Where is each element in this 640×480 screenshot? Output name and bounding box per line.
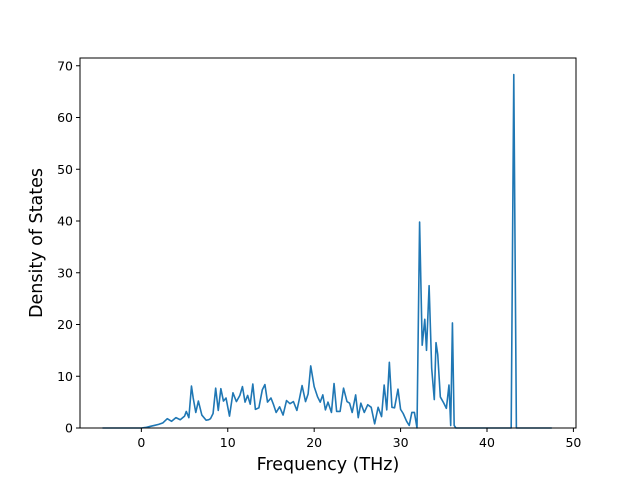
axes-frame bbox=[79, 57, 577, 429]
y-tick-label: 40 bbox=[57, 214, 73, 229]
x-axis-label: Frequency (THz) bbox=[257, 455, 400, 475]
x-tick-label: 20 bbox=[306, 435, 322, 450]
y-tick-label: 0 bbox=[65, 421, 73, 436]
y-tick-label: 20 bbox=[57, 317, 73, 332]
y-tick-label: 70 bbox=[57, 58, 73, 73]
axis-ticks: 0 10 20 30 40 50 0 10 20 30 40 50 60 70 bbox=[57, 58, 581, 450]
y-tick-label: 30 bbox=[57, 265, 73, 280]
y-tick-label: 50 bbox=[57, 162, 73, 177]
x-tick-label: 30 bbox=[393, 435, 409, 450]
y-tick-label: 60 bbox=[57, 110, 73, 125]
x-tick-label: 0 bbox=[137, 435, 145, 450]
dos-series-line bbox=[102, 73, 552, 429]
x-tick-label: 10 bbox=[220, 435, 236, 450]
y-axis-label: Density of States bbox=[27, 168, 47, 318]
x-tick-label: 50 bbox=[565, 435, 581, 450]
x-tick-label: 40 bbox=[479, 435, 495, 450]
y-tick-label: 10 bbox=[57, 369, 73, 384]
plot-area bbox=[102, 73, 552, 429]
